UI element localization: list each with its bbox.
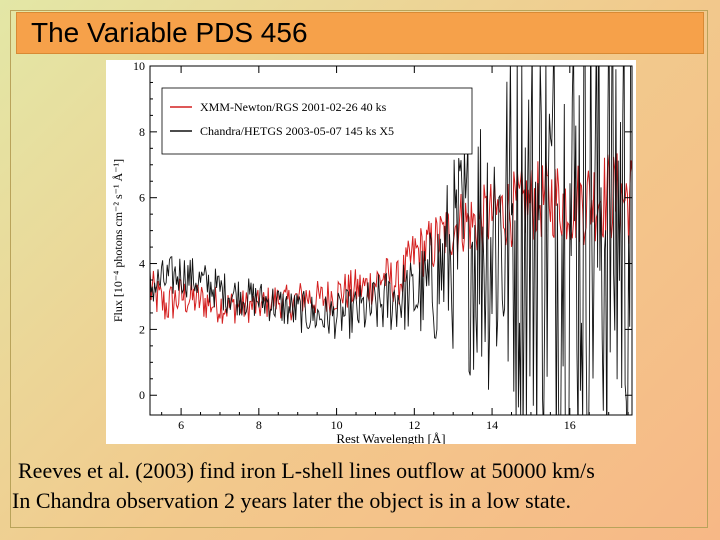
x-axis-label: Rest Wavelength [Å]: [336, 431, 445, 444]
y-tick-label: 8: [139, 125, 145, 139]
series-layer: [150, 66, 632, 415]
title-bar: The Variable PDS 456: [16, 12, 704, 54]
series-line-1: [150, 153, 632, 324]
x-tick-label: 6: [178, 418, 184, 432]
y-tick-label: 2: [139, 322, 145, 336]
legend-label-1: XMM-Newton/RGS 2001-02-26 40 ks: [200, 100, 387, 114]
series-line-2: [150, 66, 631, 415]
slide-frame: [10, 10, 708, 528]
plot-frame: [149, 65, 633, 416]
caption-line-1: Reeves et al. (2003) find iron L-shell l…: [18, 458, 595, 483]
spectrum-chart-svg: 6 8 10 12 14 16 0 2 4 6 8 10 XMM-Newton/RGS 2001-02…: [111, 60, 633, 444]
y-axis-label: Flux [10⁻⁴ photons cm⁻² s⁻¹ Å⁻¹]: [111, 159, 125, 322]
x-tick-label: 14: [486, 418, 498, 432]
y-tick-label: 0: [139, 388, 145, 402]
y-tick-label: 4: [139, 257, 145, 271]
axes-layer: 6 8 10 12 14 16 0 2 4 6 8 10: [133, 60, 632, 432]
legend-label-2: Chandra/HETGS 2003-05-07 145 ks X5: [200, 124, 394, 138]
x-tick-label: 16: [564, 418, 576, 432]
caption-line-2: In Chandra observation 2 years later the…: [12, 488, 571, 513]
slide-title: The Variable PDS 456: [31, 17, 308, 48]
legend-box: [161, 87, 473, 155]
y-tick-label: 6: [139, 191, 145, 205]
x-tick-label: 8: [256, 418, 262, 432]
chart-legend: XMM-Newton/RGS 2001-02-26 40 ks Chandra/H…: [161, 87, 473, 155]
y-tick-label: 10: [133, 60, 145, 73]
x-tick-label: 10: [331, 418, 343, 432]
spectrum-chart: 6 8 10 12 14 16 0 2 4 6 8 10 XMM-Newton/RGS 2001-02…: [106, 60, 636, 444]
x-tick-label: 12: [408, 418, 420, 432]
